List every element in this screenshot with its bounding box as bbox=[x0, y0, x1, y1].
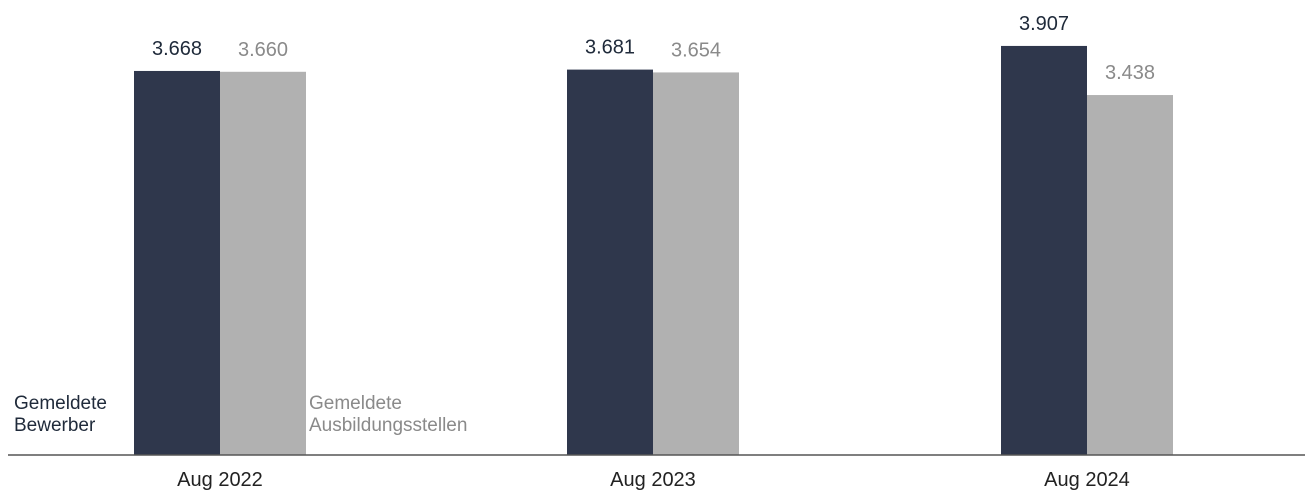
x-tick-labels-group: Aug 2022 Aug 2023 Aug 2024 bbox=[177, 469, 1130, 491]
bar-gemeldete-ausbildungsstellen-aug-2023 bbox=[653, 72, 739, 455]
value-label-gemeldete-ausbildungsstellen-aug-2022: 3.660 bbox=[238, 39, 288, 61]
legend-ausbildungsstellen-line-1: Gemeldete bbox=[309, 393, 402, 414]
value-labels-group: 3.668 3.660 3.681 3.654 3.907 3.438 bbox=[152, 13, 1155, 84]
bar-gemeldete-bewerber-aug-2023 bbox=[567, 69, 653, 455]
bar-gemeldete-ausbildungsstellen-aug-2024 bbox=[1087, 95, 1173, 456]
x-tick-label-aug-2023: Aug 2023 bbox=[610, 469, 696, 491]
legend: Gemeldete Bewerber Gemeldete Ausbildungs… bbox=[14, 393, 467, 436]
legend-ausbildungsstellen: Gemeldete Ausbildungsstellen bbox=[309, 393, 467, 436]
legend-ausbildungsstellen-line-2: Ausbildungsstellen bbox=[309, 415, 467, 436]
value-label-gemeldete-bewerber-aug-2022: 3.668 bbox=[152, 38, 202, 60]
value-label-gemeldete-ausbildungsstellen-aug-2023: 3.654 bbox=[671, 39, 721, 61]
value-label-gemeldete-ausbildungsstellen-aug-2024: 3.438 bbox=[1105, 62, 1155, 84]
bar-gemeldete-bewerber-aug-2022 bbox=[134, 70, 220, 456]
value-label-gemeldete-bewerber-aug-2023: 3.681 bbox=[585, 37, 635, 59]
legend-bewerber-line-2: Bewerber bbox=[14, 415, 96, 436]
legend-bewerber: Gemeldete Bewerber bbox=[14, 393, 112, 436]
x-tick-label-aug-2024: Aug 2024 bbox=[1044, 469, 1130, 491]
value-label-gemeldete-bewerber-aug-2024: 3.907 bbox=[1019, 13, 1069, 35]
x-tick-label-aug-2022: Aug 2022 bbox=[177, 469, 263, 491]
bars-group bbox=[134, 45, 1173, 456]
legend-bewerber-line-1: Gemeldete bbox=[14, 393, 107, 414]
bar-gemeldete-ausbildungsstellen-aug-2022 bbox=[220, 71, 306, 455]
bar-gemeldete-bewerber-aug-2024 bbox=[1001, 45, 1087, 455]
